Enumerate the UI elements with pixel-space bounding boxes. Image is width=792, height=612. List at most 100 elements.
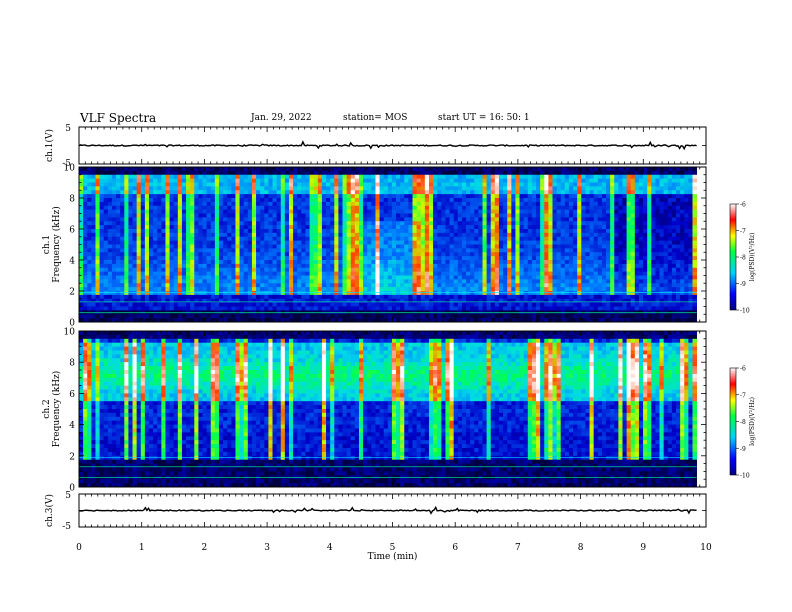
spectrogram-cell [91,225,96,230]
spectrogram-cell [544,217,549,222]
spectrogram-cell [214,194,220,199]
spectrogram-cell [552,198,558,203]
spectrogram-cell [284,244,290,249]
spectrogram-cell [391,190,397,195]
spectrogram-cell [523,174,529,180]
spectrogram-cell [284,190,290,195]
spectrogram-cell [326,213,331,218]
spectrogram-cell [519,263,525,269]
spectrogram-cell [408,263,413,269]
spectrogram-cell [494,279,500,284]
spectrogram-cell [297,287,302,292]
spectrogram-cell [293,170,298,176]
spectrogram-cell [173,267,179,273]
spectrogram-cell [251,244,257,249]
spectrogram-cell [153,256,158,261]
spectrogram-cell [264,198,269,203]
spectrogram-cell [503,287,508,292]
spectrogram-cell [676,221,681,226]
spectrogram-cell [202,209,208,214]
spectrogram-cell [400,221,405,226]
spectrogram-cell [445,271,450,276]
spectrogram-cell [552,240,558,245]
spectrogram-cell [79,201,84,207]
spectrogram-cell [260,167,265,172]
spectrogram-cell [260,198,265,203]
spectrogram-cell [251,275,257,280]
spectrogram-cell [692,256,697,261]
spectrogram-cell [223,201,228,207]
spectrogram-cell [165,217,170,222]
spectrogram-cell [585,217,590,222]
spectrogram-cell [99,186,105,191]
spectrogram-cell [326,186,331,191]
spectrogram-cell [585,260,590,265]
spectrogram-cell [396,236,401,242]
spectrogram-cell [128,287,133,292]
spectrogram-cell [116,240,121,245]
spectrogram-cell [548,182,553,187]
spectrogram-cell [132,275,138,280]
spectrogram-cell [531,240,537,245]
spectrogram-cell [404,182,409,187]
spectrogram-cell [692,209,697,214]
spectrogram-cell [618,263,623,269]
spectrogram-cell [268,205,273,211]
spectrogram-cell [375,240,380,245]
spectrogram-cell [227,283,232,288]
spectrogram-cell [424,275,430,280]
spectrogram-cell [643,186,648,191]
spectrogram-cell [165,263,170,269]
spectrogram-cell [79,178,84,183]
spectrogram-cell [264,256,269,261]
spectrogram-cell [503,174,508,180]
spectrogram-cell [354,217,360,222]
spectrogram-cell [103,205,109,211]
spectrogram-cell [515,240,520,245]
spectrogram-cell [589,260,595,265]
spectrogram-cell [531,236,537,242]
spectrogram-cell [346,201,352,207]
spectrogram-cell [375,236,380,242]
spectrogram-cell [260,287,265,292]
spectrogram-cell [247,186,253,191]
spectrogram-cell [536,198,541,203]
spectrogram-cell [466,229,471,234]
spectrogram-cell [157,232,162,238]
spectrogram-cell [346,240,352,245]
spectrogram-cell [659,279,665,284]
spectrogram-cell [593,170,599,176]
spectrogram-cell [676,167,681,172]
spectrogram-cell [231,287,236,292]
spectrogram-cell [441,232,446,238]
spectrogram-cell [79,256,84,261]
spectrogram-cell [536,267,541,273]
spectrogram-cell [466,201,471,207]
spectrogram-cell [367,252,372,257]
spectrogram-cell [552,221,558,226]
spectrogram-cell [408,256,413,261]
spectrogram-cell [647,201,652,207]
spectrogram-cell [181,263,187,269]
spectrogram-cell [116,186,121,191]
spectrogram-cell [474,267,479,273]
spectrogram-cell [507,221,512,226]
spectrogram-cell [99,221,105,226]
spectrogram-cell [581,178,586,183]
spectrogram-cell [478,283,483,288]
spectrogram-cell [614,225,619,230]
spectrogram-cell [260,271,265,276]
spectrogram-cell [136,236,142,242]
spectrogram-cell [87,229,92,234]
spectrogram-cell [552,174,558,180]
spectrogram-cell [680,205,685,211]
spectrogram-cell [441,194,446,199]
spectrogram-cell [231,205,236,211]
spectrogram-cell [593,186,599,191]
spectrogram-cell [231,229,236,234]
spectrogram-cell [519,205,525,211]
spectrogram-cell [391,232,397,238]
spectrogram-cell [667,217,673,222]
spectrogram-cell [667,267,673,273]
